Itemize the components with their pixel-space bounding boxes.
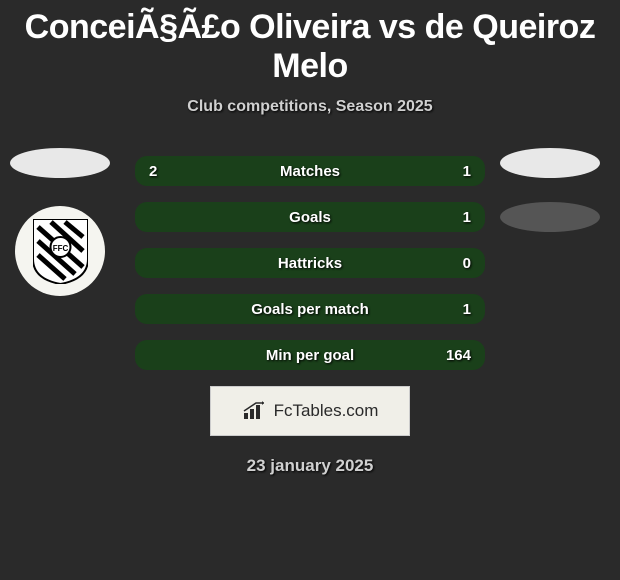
left-club-badge: FFC bbox=[15, 206, 105, 296]
stat-label: Goals bbox=[289, 209, 331, 226]
stat-right-value: 1 bbox=[463, 163, 471, 180]
stat-label: Hattricks bbox=[278, 255, 342, 272]
stat-row-min-per-goal: Min per goal 164 bbox=[135, 340, 485, 370]
club-crest-icon: FFC bbox=[33, 219, 88, 284]
stat-right-value: 164 bbox=[446, 347, 471, 364]
stat-right-value: 1 bbox=[463, 301, 471, 318]
stat-label: Matches bbox=[280, 163, 340, 180]
left-team-oval bbox=[10, 148, 110, 178]
stat-left-value: 2 bbox=[149, 163, 157, 180]
chart-icon bbox=[242, 401, 268, 421]
footer-attribution[interactable]: FcTables.com bbox=[210, 386, 410, 436]
stat-row-matches: 2 Matches 1 bbox=[135, 156, 485, 186]
content-area: FFC 2 Matches 1 Goals 1 Hattricks 0 Goal… bbox=[0, 156, 620, 476]
subtitle: Club competitions, Season 2025 bbox=[0, 98, 620, 116]
left-badges-column: FFC bbox=[10, 148, 110, 296]
stat-row-hattricks: Hattricks 0 bbox=[135, 248, 485, 278]
stat-label: Goals per match bbox=[251, 301, 369, 318]
page-title: ConceiÃ§Ã£o Oliveira vs de Queiroz Melo bbox=[0, 0, 620, 86]
footer-brand-text: FcTables.com bbox=[274, 401, 379, 421]
stat-right-value: 1 bbox=[463, 209, 471, 226]
date-text: 23 january 2025 bbox=[0, 456, 620, 476]
stat-label: Min per goal bbox=[266, 347, 354, 364]
right-badges-column bbox=[500, 148, 600, 260]
right-team-oval-2 bbox=[500, 202, 600, 232]
svg-text:FFC: FFC bbox=[52, 244, 68, 253]
stat-rows-container: 2 Matches 1 Goals 1 Hattricks 0 Goals pe… bbox=[135, 156, 485, 370]
stat-row-goals: Goals 1 bbox=[135, 202, 485, 232]
stat-right-value: 0 bbox=[463, 255, 471, 272]
right-team-oval-1 bbox=[500, 148, 600, 178]
stat-row-goals-per-match: Goals per match 1 bbox=[135, 294, 485, 324]
